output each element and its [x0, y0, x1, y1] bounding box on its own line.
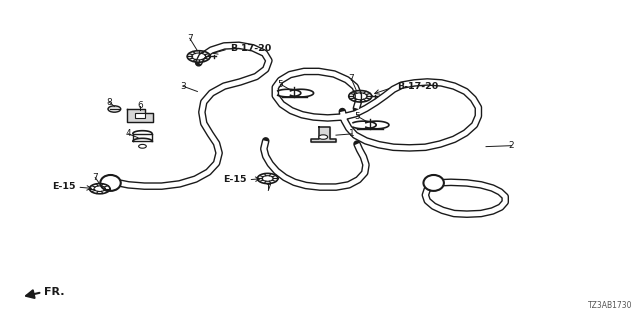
FancyBboxPatch shape [135, 113, 145, 118]
Text: 4: 4 [125, 129, 131, 138]
Text: 1: 1 [349, 129, 355, 138]
Text: 5: 5 [354, 112, 360, 121]
Text: E-15: E-15 [52, 182, 76, 191]
Text: 7: 7 [348, 74, 354, 83]
Polygon shape [311, 126, 336, 142]
Text: 7: 7 [92, 173, 98, 182]
Text: 8: 8 [106, 98, 112, 107]
Text: 5: 5 [278, 80, 284, 89]
Text: 2: 2 [509, 141, 515, 150]
Text: 6: 6 [137, 101, 143, 110]
Circle shape [139, 144, 147, 148]
Text: E-15: E-15 [223, 175, 246, 184]
Text: 3: 3 [180, 82, 186, 91]
Circle shape [108, 106, 121, 112]
Text: 7: 7 [187, 34, 193, 43]
Text: B-17-20: B-17-20 [397, 82, 438, 91]
Text: FR.: FR. [44, 287, 65, 297]
Ellipse shape [424, 175, 444, 191]
Polygon shape [127, 109, 154, 122]
Text: TZ3AB1730: TZ3AB1730 [588, 301, 633, 310]
Circle shape [319, 135, 328, 139]
Text: B-17-20: B-17-20 [230, 44, 272, 53]
Ellipse shape [100, 175, 121, 191]
Text: 7: 7 [265, 184, 271, 193]
